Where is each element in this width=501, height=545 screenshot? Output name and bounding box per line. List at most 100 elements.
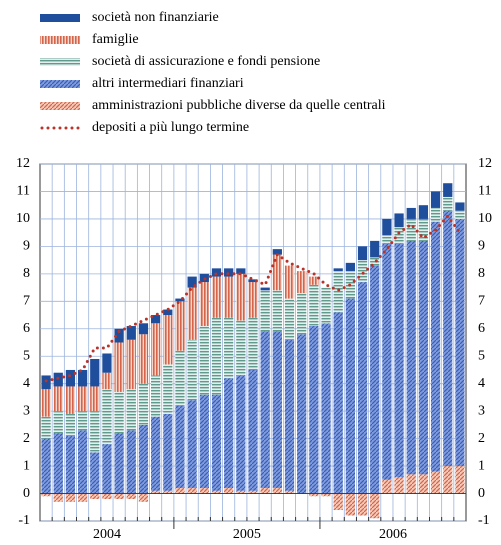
bar-segment (199, 326, 209, 395)
bar-segment (53, 433, 63, 494)
bar-segment (455, 466, 465, 494)
bar-segment (102, 444, 112, 494)
y-tick-label: 11 (17, 184, 30, 199)
bar-segment (248, 279, 258, 283)
legend-label: depositi a più lungo termine (92, 120, 249, 135)
y2-tick-label: 7 (478, 294, 485, 309)
bar-segment (175, 350, 185, 406)
bar-segment (211, 490, 222, 494)
bar-segment (199, 282, 209, 327)
bar-segment (418, 205, 429, 219)
bar-segment (430, 471, 441, 494)
bar-segment (211, 268, 222, 277)
bar-segment (455, 202, 465, 211)
bar-segment (211, 317, 222, 395)
bar-segment (187, 339, 197, 401)
bar-segment (443, 466, 453, 494)
bar-segment (333, 493, 343, 511)
bar-segment (357, 282, 368, 494)
bar-segment (90, 452, 100, 494)
bar-segment (357, 493, 368, 516)
bar-segment (248, 369, 258, 491)
bar-segment (345, 298, 355, 494)
legend-label: famiglie (92, 32, 139, 47)
bar-segment (151, 490, 161, 494)
bar-segment (370, 240, 380, 258)
legend-swatch (40, 102, 80, 110)
y-tick-label: -1 (18, 513, 30, 528)
bar-segment (187, 400, 197, 489)
bar-segment (309, 276, 319, 285)
y2-tick-label: 8 (478, 266, 485, 281)
bar-segment (297, 271, 307, 294)
bar-segment (53, 493, 63, 502)
y2-tick-label: 4 (478, 376, 485, 391)
legend-swatch (40, 58, 80, 66)
bar-segment (175, 488, 185, 494)
bar-segment (224, 276, 234, 318)
bar-segment (284, 265, 295, 299)
bar-segment (187, 488, 197, 494)
bar-segment (90, 493, 100, 500)
bar-segment (187, 276, 197, 288)
bar-segment (418, 218, 429, 241)
y2-tick-label: 1 (478, 458, 485, 473)
bar-segment (406, 207, 416, 219)
bar-segment (126, 389, 136, 431)
bar-segment (114, 433, 124, 494)
bar-segment (77, 369, 88, 387)
y2-tick-label: 0 (478, 486, 485, 501)
bar-segment (321, 287, 331, 324)
y2-tick-label: 6 (478, 321, 485, 336)
legend-swatch (40, 36, 80, 44)
bar-segment (443, 183, 453, 197)
y-tick-label: 1 (23, 458, 30, 473)
bar-segment (345, 262, 355, 272)
bar-segment (406, 474, 416, 494)
bar-segment (151, 323, 161, 376)
bar-segment (309, 326, 319, 494)
bar-segment (236, 268, 246, 274)
x-group-label: 2006 (379, 527, 407, 542)
bar-segment (394, 227, 404, 244)
bar-segment (455, 210, 465, 219)
bar-segment (430, 191, 441, 208)
bar-segment (297, 293, 307, 335)
y2-tick-label: 5 (478, 348, 485, 363)
bar-segment (41, 438, 51, 494)
bar-segment (382, 243, 392, 480)
bar-segment (394, 213, 404, 228)
y-tick-label: 10 (16, 211, 30, 226)
bar-segment (430, 207, 441, 222)
legend-label: società di assicurazione e fondi pension… (92, 54, 320, 69)
bar-segment (138, 424, 149, 494)
bar-segment (102, 372, 112, 390)
bar-segment (53, 386, 63, 412)
bar-segment (309, 284, 319, 327)
bar-segment (224, 378, 234, 489)
bar-segment (151, 416, 161, 491)
bar-segment (114, 328, 124, 343)
bar-segment (321, 493, 331, 497)
bar-segment (126, 339, 136, 390)
bar-segment (211, 276, 222, 318)
bar-segment (77, 430, 88, 494)
bar-segment (211, 394, 222, 491)
bar-segment (236, 273, 246, 321)
bar-segment (151, 375, 161, 417)
bar-segment (90, 411, 100, 453)
bar-segment (333, 312, 343, 494)
bar-segment (418, 240, 429, 475)
bar-segment (443, 196, 453, 211)
y-tick-label: 2 (23, 431, 30, 446)
bar-segment (65, 386, 76, 414)
bar-segment (382, 218, 392, 236)
bar-segment (126, 493, 136, 500)
bar-segment (138, 493, 149, 502)
bar-segment (357, 246, 368, 261)
bar-segment (224, 268, 234, 277)
bar-segment (102, 493, 112, 500)
bar-segment (260, 331, 270, 489)
legend-swatch (40, 14, 80, 22)
bar-segment (406, 240, 416, 475)
